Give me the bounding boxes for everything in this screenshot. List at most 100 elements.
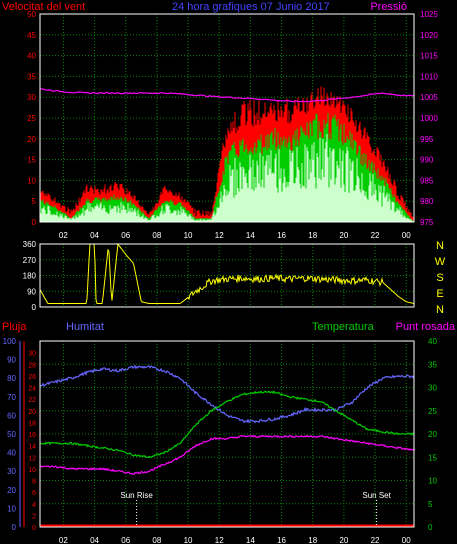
rain-tick-7: 14 [28, 444, 36, 451]
rain-tick-14: 28 [28, 362, 36, 369]
pressure-title: Pressió [370, 1, 407, 13]
top-right-tick-9: 1020 [420, 31, 438, 40]
top-right-tick-5: 1000 [420, 114, 438, 123]
top-x-tick-7: 16 [277, 231, 286, 240]
top-right-tick-10: 1025 [420, 10, 438, 19]
rain-tick-11: 22 [28, 397, 36, 404]
top-right-tick-8: 1015 [420, 52, 438, 61]
top-x-tick-10: 22 [371, 231, 380, 240]
rain-tick-0: 0 [32, 525, 36, 532]
mid-left-tick-1: 90 [27, 287, 36, 296]
top-left-tick-5: 25 [27, 114, 36, 123]
temp-tick-2: 10 [428, 477, 437, 486]
humidity-tick-0: 0 [12, 523, 17, 532]
humidity-tick-4: 40 [7, 449, 16, 458]
rain-tick-5: 10 [28, 467, 36, 474]
humidity-tick-10: 100 [3, 337, 17, 346]
rain-tick-15: 30 [28, 351, 36, 358]
temp-tick-0: 0 [428, 523, 433, 532]
humidity-tick-5: 50 [7, 430, 16, 439]
bot-x-tick-10: 22 [371, 536, 380, 544]
top-right-tick-3: 990 [420, 156, 434, 165]
top-right-tick-6: 1005 [420, 93, 438, 102]
top-right-tick-0: 975 [420, 218, 434, 227]
bot-x-tick-4: 10 [184, 536, 193, 544]
top-x-tick-5: 12 [215, 231, 224, 240]
rain-tick-9: 18 [28, 420, 36, 427]
top-right-tick-7: 1010 [420, 72, 438, 81]
top-x-tick-6: 14 [246, 231, 255, 240]
rain-tick-6: 12 [28, 455, 36, 462]
humidity-tick-8: 80 [7, 374, 16, 383]
sunrise-label: Sun Rise [120, 491, 153, 500]
top-x-tick-11: 00 [402, 231, 411, 240]
mid-left-tick-0: 0 [32, 303, 37, 312]
bot-x-tick-11: 00 [402, 536, 411, 544]
top-x-tick-9: 20 [339, 231, 348, 240]
top-x-tick-0: 02 [59, 231, 68, 240]
rain-tick-2: 4 [32, 502, 36, 509]
top-left-tick-4: 20 [27, 135, 36, 144]
rain-tick-12: 24 [28, 386, 36, 393]
top-left-tick-9: 45 [27, 31, 36, 40]
mid-frame [39, 243, 415, 308]
top-x-tick-1: 04 [90, 231, 99, 240]
mid-right-tick-2: S [436, 272, 443, 284]
bot-x-tick-1: 04 [90, 536, 99, 544]
bot-x-tick-2: 06 [121, 536, 130, 544]
top-left-tick-8: 40 [27, 52, 36, 61]
mid-right-tick-1: W [435, 256, 446, 268]
mid-right-tick-4: N [436, 304, 444, 316]
sunset-label: Sun Set [362, 491, 391, 500]
bot-x-tick-7: 16 [277, 536, 286, 544]
top-left-tick-10: 50 [27, 10, 36, 19]
rain-tick-3: 6 [32, 490, 36, 497]
rain-tick-13: 26 [28, 374, 36, 381]
humidity-tick-1: 10 [7, 504, 16, 513]
temperature-legend: Temperatura [312, 321, 375, 333]
mid-right-tick-3: E [436, 288, 443, 300]
temp-tick-7: 35 [428, 360, 437, 369]
top-right-tick-4: 995 [420, 135, 434, 144]
bot-x-tick-6: 14 [246, 536, 255, 544]
mid-left-tick-3: 270 [23, 256, 37, 265]
top-x-tick-4: 10 [184, 231, 193, 240]
rain-tick-1: 2 [32, 513, 36, 520]
bot-x-tick-0: 02 [59, 536, 68, 544]
top-right-tick-1: 980 [420, 197, 434, 206]
humidity-tick-3: 30 [7, 467, 16, 476]
chart-title: 24 hora grafiques 07 Junio 2017 [172, 1, 330, 13]
bot-x-tick-8: 18 [308, 536, 317, 544]
top-left-tick-1: 5 [32, 197, 37, 206]
temp-humidity-chart: 0102030405060708090100024681012141618202… [3, 337, 438, 544]
wind-pressure-chart: 0510152025303540455097598098599099510001… [27, 10, 438, 240]
humidity-legend: Humitat [66, 321, 104, 333]
top-left-tick-6: 30 [27, 93, 36, 102]
rain-tick-8: 16 [28, 432, 36, 439]
humidity-tick-6: 60 [7, 411, 16, 420]
humidity-tick-7: 70 [7, 393, 16, 402]
top-left-tick-0: 0 [32, 218, 37, 227]
pressure-line [39, 88, 415, 103]
rain-tick-4: 8 [32, 479, 36, 486]
temp-tick-3: 15 [428, 453, 437, 462]
top-x-tick-2: 06 [121, 231, 130, 240]
top-left-tick-7: 35 [27, 72, 36, 81]
temp-tick-1: 5 [428, 500, 433, 509]
temperature-line [39, 390, 415, 459]
humidity-line [39, 364, 415, 424]
mid-right-tick-0: N [436, 240, 444, 252]
top-x-tick-3: 08 [152, 231, 161, 240]
rain-legend: Pluja [2, 321, 27, 333]
bot-x-tick-5: 12 [215, 536, 224, 544]
mid-left-tick-4: 360 [23, 240, 37, 249]
top-left-tick-2: 10 [27, 176, 36, 185]
bot-x-tick-3: 08 [152, 536, 161, 544]
mid-left-tick-2: 180 [23, 272, 37, 281]
top-left-tick-3: 15 [27, 156, 36, 165]
temp-tick-8: 40 [428, 337, 437, 346]
temp-tick-6: 30 [428, 384, 437, 393]
dew-point-line [39, 434, 415, 476]
